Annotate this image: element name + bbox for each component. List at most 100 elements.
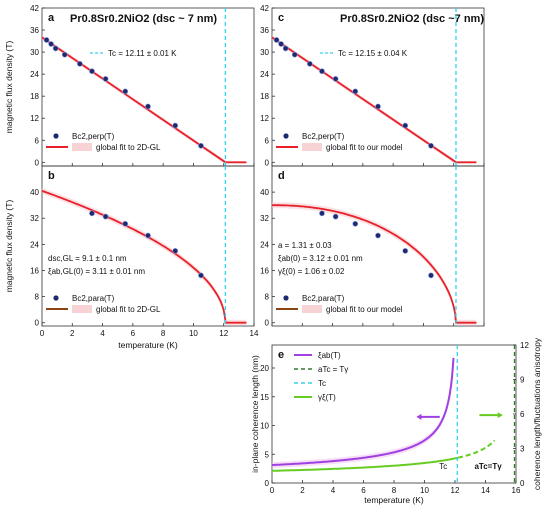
panel-label: a [48, 12, 55, 24]
tc-marker-label: Tc [439, 462, 447, 471]
y-axis-label: in-plane coherence length (nm) [250, 355, 260, 473]
data-point [291, 51, 298, 58]
annotation: ξab(0) = 3.12 ± 0.01 nm [278, 254, 363, 263]
y-tick-label: 10 [260, 422, 269, 431]
data-point [319, 210, 325, 217]
legend-label: Bc2,perp(T) [302, 132, 345, 141]
fit-line [41, 189, 247, 324]
panel-c: 0 6 12 18 24 30 36 42 c Tc = 12.15 ± 0.04 K Bc2,pe… [260, 4, 485, 167]
legend-label: aTc = Tγ [318, 365, 348, 374]
panel-label: b [48, 170, 55, 182]
data-point [61, 51, 68, 58]
x-tick-label: 10 [420, 486, 429, 495]
data-point [122, 88, 129, 95]
panel-a: 0 6 12 18 24 30 36 42 a Tc = 12.11 ± 0.01 K Bc2,pe… [4, 4, 255, 167]
x-axis-label: temperature (K) [364, 495, 424, 505]
y-right-tick-label: 3 [520, 445, 525, 454]
y-tick-label: 36 [260, 26, 269, 35]
legend-label: Bc2,perp(T) [72, 132, 115, 141]
y-tick-label: 0 [265, 158, 270, 167]
data-point [172, 122, 179, 129]
plot-frame [41, 165, 255, 327]
y-tick-label: 0 [35, 158, 40, 167]
legend-marker [283, 133, 289, 139]
annotation: a = 1.31 ± 0.03 [278, 241, 332, 250]
x-tick-label: 14 [250, 329, 259, 338]
y-tick-label: 42 [30, 4, 39, 13]
y-tick-label: 16 [260, 266, 269, 275]
left-arrow-head [416, 413, 422, 420]
x-tick-label: 10 [189, 329, 198, 338]
y-tick-label: 5 [265, 450, 270, 459]
y-tick-label: 0 [265, 319, 270, 328]
legend-band [72, 305, 92, 313]
y-tick-label: 6 [35, 136, 40, 145]
data-point [52, 45, 59, 52]
y-tick-label: 18 [30, 92, 39, 101]
legend-marker [53, 133, 59, 139]
panel-label: e [278, 349, 284, 361]
y-tick-label: 12 [30, 114, 39, 123]
y-tick-label: 24 [30, 240, 39, 249]
y-tick-label: 40 [260, 188, 269, 197]
y-tick-label: 24 [30, 70, 39, 79]
data-point [122, 220, 129, 227]
y-right-axis-label: coherence length/fluctuations anisotropy [532, 337, 542, 490]
xi-ab-curve [271, 357, 455, 467]
data-point [352, 220, 359, 227]
tc-label: Tc = 12.11 ± 0.01 K [108, 49, 177, 58]
x-tick-label: 0 [40, 329, 45, 338]
x-tick-label: 0 [270, 486, 275, 495]
x-tick-label: 8 [392, 486, 397, 495]
data-point [145, 232, 151, 239]
y-tick-label: 20 [260, 364, 269, 373]
legend-marker [53, 295, 59, 301]
x-tick-label: 16 [512, 486, 521, 495]
legend-band [302, 305, 322, 313]
legend-label: Bc2,para(T) [302, 294, 345, 303]
y-tick-label: 6 [265, 136, 270, 145]
right-arrow-head [497, 412, 503, 419]
y-tick-label: 42 [260, 4, 269, 13]
annotation: γξ(0) = 1.06 ± 0.02 [278, 267, 345, 276]
data-point [102, 76, 109, 82]
data-point [375, 103, 381, 110]
aTc-marker-label: aTc=Tγ [474, 462, 502, 471]
y-tick-label: 30 [260, 48, 269, 57]
data-point [352, 88, 359, 95]
data-point [102, 213, 109, 220]
legend-label: global fit to 2D-GL [96, 143, 161, 152]
y-tick-label: 12 [260, 114, 269, 123]
data-point [145, 103, 151, 110]
gamma-curve-dashed [457, 439, 496, 459]
fit-band [272, 202, 477, 326]
legend-label: global fit to our model [326, 143, 403, 152]
y-tick-label: 40 [30, 188, 39, 197]
fit-line [272, 204, 477, 324]
x-tick-label: 4 [331, 486, 336, 495]
x-tick-label: 2 [300, 486, 305, 495]
data-point [48, 41, 54, 47]
legend-label: Bc2,para(T) [72, 294, 115, 303]
data-point [278, 41, 284, 47]
y-right-tick-label: 6 [520, 410, 525, 419]
panel-label: c [278, 12, 284, 24]
legend-label: global fit to 2D-GL [96, 305, 161, 314]
y-tick-label: 15 [260, 393, 269, 402]
data-point [273, 37, 280, 43]
x-tick-label: 12 [451, 486, 460, 495]
data-point [402, 122, 409, 129]
x-tick-label: 6 [131, 329, 136, 338]
data-point [89, 210, 95, 217]
x-tick-label: 12 [219, 329, 228, 338]
y-tick-label: 18 [260, 92, 269, 101]
gamma-curve [272, 456, 459, 472]
x-tick-label: 6 [361, 486, 366, 495]
data-point [428, 272, 434, 279]
annotation: dsc,GL = 9.1 ± 0.1 nm [48, 254, 127, 263]
data-point [282, 45, 289, 52]
legend-marker [283, 295, 289, 301]
data-point [332, 213, 339, 220]
